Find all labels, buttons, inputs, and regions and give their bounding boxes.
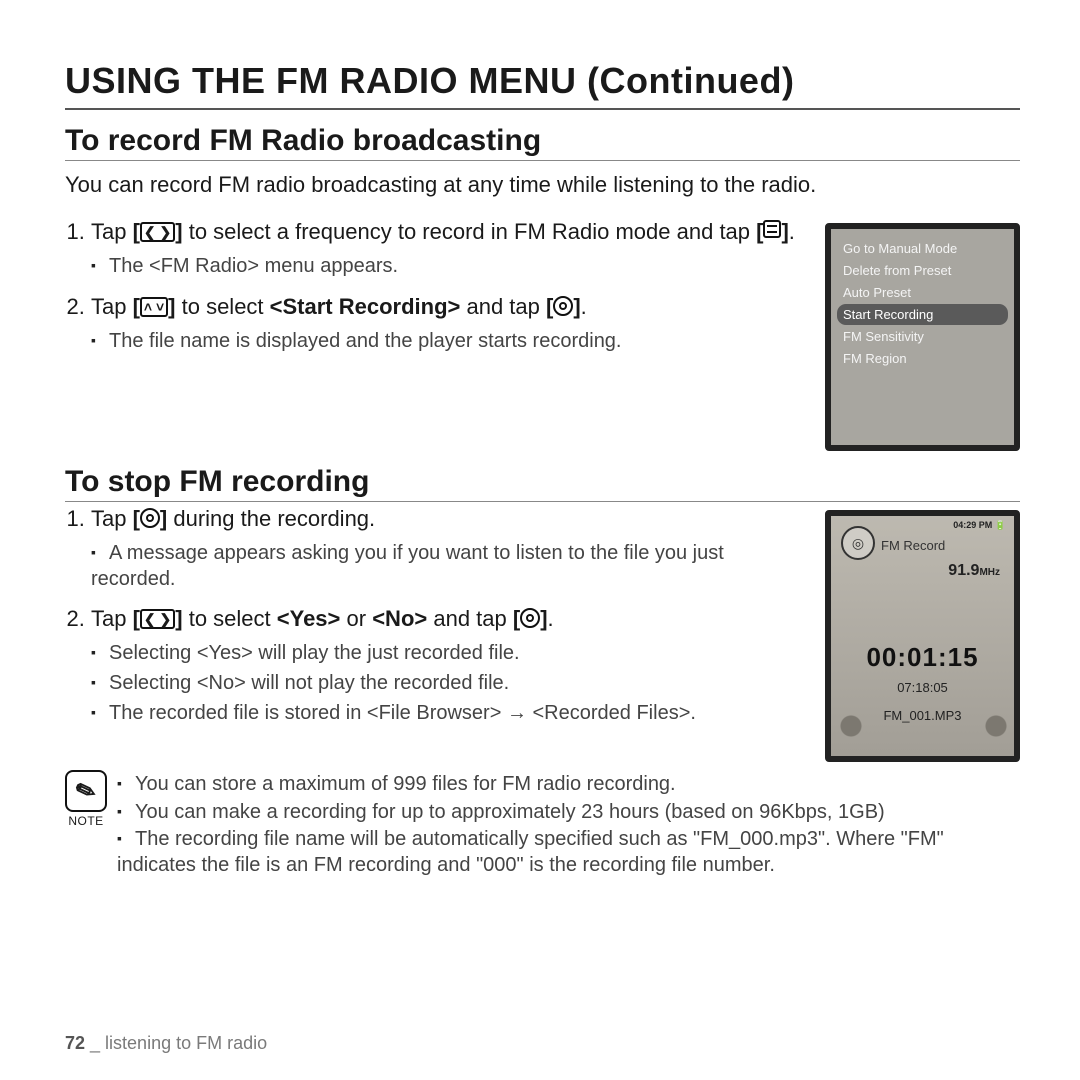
page-title: USING THE FM RADIO MENU (Continued) [65,60,1020,110]
dev2-title: FM Record [881,538,945,553]
s2-step1-sub: A message appears asking you if you want… [91,541,807,592]
s2-step2-b: to select [183,606,277,631]
device1-menu-item: Start Recording [837,304,1008,325]
dev2-freq-unit: MHz [979,567,1000,578]
note-label: NOTE [65,814,107,828]
device1-menu-item: FM Sensitivity [837,326,1008,347]
s2-step2-a: Tap [91,606,133,631]
select-icon [553,296,573,316]
s2-step2-sub1: Selecting <Yes> will play the just recor… [91,641,807,667]
fm-record-icon: ◎ [841,526,875,560]
section1-heading: To record FM Radio broadcasting [65,124,1020,161]
dev2-filename: FM_001.MP3 [831,708,1014,723]
footer-sep: _ [85,1033,105,1053]
left-right-icon: ❮ ❯ [140,222,175,242]
s1-step1: Tap [❮ ❯] to select a frequency to recor… [91,217,807,280]
s2-step1: Tap [] during the recording. A message a… [91,504,807,592]
s1-step2-c: and tap [460,294,546,319]
note-3: The recording file name will be automati… [117,827,1020,878]
section2-heading: To stop FM recording [65,465,1020,502]
device1-menu-item: Delete from Preset [837,260,1008,281]
s2-step2-c: and tap [427,606,513,631]
s1-step1-sub: The <FM Radio> menu appears. [91,254,807,280]
footer-page: 72 [65,1033,85,1053]
menu-icon [763,220,781,238]
dev2-remaining: 07:18:05 [831,680,1014,695]
device2-record-screenshot: 04:29 PM 🔋 ◎ FM Record 91.9MHz 00:01:15 … [825,510,1020,762]
device1-menu-screenshot: Go to Manual ModeDelete from PresetAuto … [825,223,1020,451]
left-right-icon: ❮ ❯ [140,609,175,629]
select-icon [140,508,160,528]
s2-step1-b: during the recording. [167,506,375,531]
s1-step2-b: to select [176,294,270,319]
s1-step2-d: . [581,294,587,319]
s1-step2-a: Tap [91,294,133,319]
device1-menu-item: Go to Manual Mode [837,238,1008,259]
s2-step2-d: . [548,606,554,631]
s2-step2-sub3: The recorded file is stored in <File Bro… [91,701,807,727]
note-1: You can store a maximum of 999 files for… [117,772,1020,798]
section1-intro: You can record FM radio broadcasting at … [65,171,1020,199]
s1-step2: Tap [˄ ˅] to select <Start Recording> an… [91,292,807,355]
s2-step1-a: Tap [91,506,133,531]
s1-step1-c: . [789,219,795,244]
s1-step1-a: Tap [91,219,133,244]
dev2-status-time: 04:29 PM [953,520,992,530]
s1-step1-b: to select a frequency to record in FM Ra… [183,219,757,244]
s2-step2-yes: <Yes> [277,606,341,631]
select-icon [520,608,540,628]
s1-step2-sub: The file name is displayed and the playe… [91,329,807,355]
device1-menu-item: FM Region [837,348,1008,369]
s2-step2-no: <No> [372,606,427,631]
device1-menu-item: Auto Preset [837,282,1008,303]
dev2-timer: 00:01:15 [831,642,1014,673]
footer-chapter: listening to FM radio [105,1033,267,1053]
s2-step2-or: or [340,606,372,631]
page-footer: 72 _ listening to FM radio [65,1033,267,1054]
note-2: You can make a recording for up to appro… [117,800,1020,826]
up-down-icon: ˄ ˅ [140,297,168,317]
dev2-frequency: 91.9 [948,562,979,579]
s2-step2: Tap [❮ ❯] to select <Yes> or <No> and ta… [91,604,807,726]
note-icon [65,770,107,812]
s1-step2-bold: <Start Recording> [270,294,461,319]
s2-step2-sub2: Selecting <No> will not play the recorde… [91,671,807,697]
